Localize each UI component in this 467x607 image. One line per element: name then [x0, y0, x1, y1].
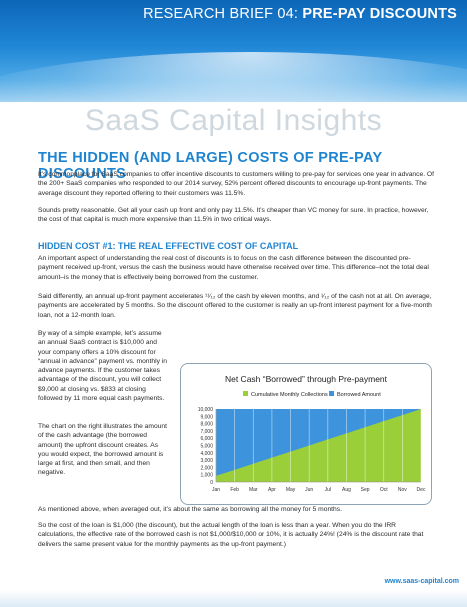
paragraph-chart-explain: The chart on the right illustrates the a… — [38, 423, 167, 477]
x-tick-label: May — [286, 487, 296, 493]
y-tick-label: 6,000 — [200, 436, 213, 442]
y-tick-label: 2,000 — [200, 465, 213, 471]
header-banner: RESEARCH BRIEF 04: PRE-PAY DISCOUNTS — [0, 0, 467, 102]
net-cash-chart: Net Cash “Borrowed” through Pre-payment 1… — [198, 374, 426, 493]
y-tick-label: 4,000 — [200, 451, 213, 457]
section-subhead: HIDDEN COST #1: THE REAL EFFECTIVE COST … — [38, 241, 299, 251]
y-tick-label: 1,000 — [200, 473, 213, 479]
cumulative-collections-area — [216, 409, 421, 482]
x-tick-label: Nov — [398, 487, 407, 493]
y-tick-label: 0 — [210, 480, 213, 486]
y-tick-label: 8,000 — [200, 422, 213, 428]
y-tick-label: 3,000 — [200, 458, 213, 464]
footer-url[interactable]: www.saas-capital.com — [384, 578, 459, 585]
paragraph-conclusion: So the cost of the loan is $1,000 (the d… — [38, 522, 424, 548]
x-tick-label: Sep — [361, 487, 370, 493]
legend-label-collections: Cumulative Monthly Collections — [251, 392, 328, 398]
footer-rule — [0, 590, 467, 607]
article-headline: THE HIDDEN (AND LARGE) COSTS OF PRE-PAY … — [38, 150, 383, 182]
y-tick-label: 9,000 — [200, 414, 213, 420]
x-tick-label: Jun — [305, 487, 313, 493]
y-tick-label: 5,000 — [200, 444, 213, 450]
brief-title: RESEARCH BRIEF 04: PRE-PAY DISCOUNTS — [143, 6, 457, 22]
x-tick-label: Aug — [342, 487, 351, 493]
banner-swoosh — [0, 52, 467, 102]
legend-swatch-borrowed — [329, 391, 334, 396]
x-tick-label: Oct — [380, 487, 388, 493]
paragraph-reasonable: Sounds pretty reasonable. Get all your c… — [38, 207, 429, 224]
chart-title: Net Cash “Borrowed” through Pre-payment — [225, 374, 388, 384]
paragraph-understanding: An important aspect of understanding the… — [38, 255, 429, 281]
x-tick-label: Mar — [249, 487, 258, 493]
chart-container: Net Cash “Borrowed” through Pre-payment 1… — [180, 363, 432, 505]
y-tick-label: 7,000 — [200, 429, 213, 435]
legend-label-borrowed: Borrowed Amount — [337, 392, 381, 398]
x-tick-label: Feb — [230, 487, 239, 493]
x-tick-label: Dec — [417, 487, 426, 493]
x-tick-label: Jul — [325, 487, 331, 493]
paragraph-averaged: As mentioned above, when averaged out, i… — [38, 506, 342, 513]
brief-prefix: RESEARCH BRIEF 04: — [143, 6, 299, 22]
legend-swatch-collections — [243, 391, 248, 396]
y-tick-label: 10,000 — [198, 407, 214, 413]
x-tick-label: Jan — [212, 487, 220, 493]
paragraph-differently: Said differently, an annual up-front pay… — [38, 293, 432, 319]
brief-topic: PRE-PAY DISCOUNTS — [302, 6, 457, 22]
brand-title: SaaS Capital Insights — [84, 104, 383, 137]
x-tick-label: Apr — [268, 487, 276, 493]
paragraph-example: By way of a simple example, let’s assume… — [38, 330, 167, 403]
paragraph-intro: It’s commonplace for SaaS companies to o… — [38, 171, 434, 197]
